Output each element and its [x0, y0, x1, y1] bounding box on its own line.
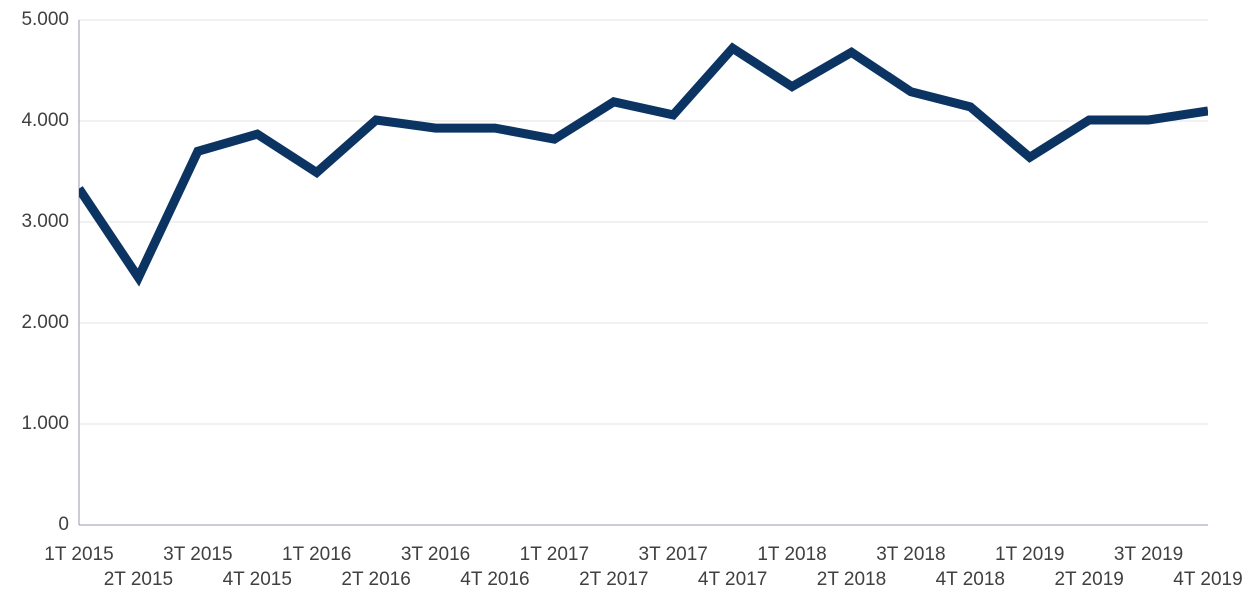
x-tick-label: 1T 2015	[44, 544, 113, 565]
x-tick-label: 3T 2016	[401, 544, 470, 565]
y-tick-label: 2.000	[21, 312, 69, 333]
x-tick-label: 4T 2015	[223, 569, 292, 590]
x-tick-label: 3T 2018	[876, 544, 945, 565]
x-tick-label: 3T 2019	[1114, 544, 1183, 565]
x-tick-label: 2T 2017	[579, 569, 648, 590]
x-tick-label: 2T 2015	[104, 569, 173, 590]
x-tick-label: 4T 2017	[698, 569, 767, 590]
x-tick-label: 1T 2019	[995, 544, 1064, 565]
x-tick-label: 2T 2018	[817, 569, 886, 590]
x-tick-label: 1T 2017	[520, 544, 589, 565]
y-tick-label: 4.000	[21, 110, 69, 131]
x-tick-label: 1T 2018	[757, 544, 826, 565]
x-tick-label: 1T 2016	[282, 544, 351, 565]
y-tick-label: 0	[58, 514, 69, 535]
line	[79, 42, 1208, 287]
x-tick-label: 4T 2016	[460, 569, 529, 590]
y-tick-label: 1.000	[21, 413, 69, 434]
x-tick-label: 3T 2017	[639, 544, 708, 565]
y-tick-label: 3.000	[21, 211, 69, 232]
x-tick-label: 4T 2019	[1173, 569, 1242, 590]
y-tick-label: 5.000	[21, 9, 69, 30]
x-tick-label: 3T 2015	[163, 544, 232, 565]
x-tick-label: 2T 2016	[341, 569, 410, 590]
x-tick-label: 4T 2018	[936, 569, 1005, 590]
x-tick-label: 2T 2019	[1054, 569, 1123, 590]
